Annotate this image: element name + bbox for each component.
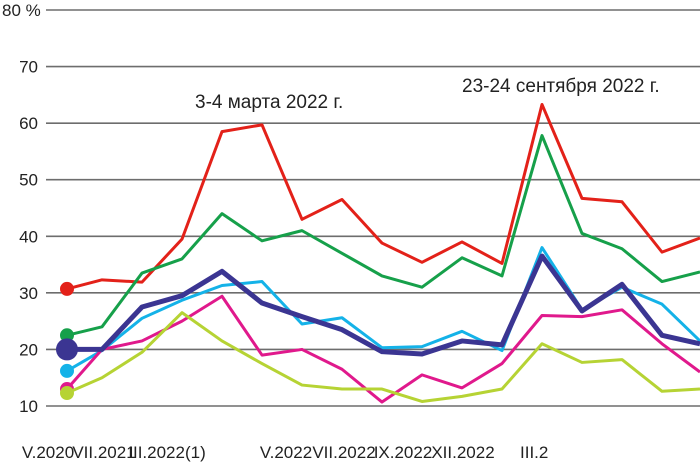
x-tick-label: V.2020 [22,443,74,462]
y-tick-label: 50 [19,171,38,190]
y-tick-label: 30 [19,284,38,303]
series-5 [56,253,700,361]
x-tick-label: V.2022 [260,443,312,462]
series-start-marker [56,338,78,361]
series-start-marker [60,363,74,378]
x-tick-label: XII.2022 [431,443,494,462]
series-line [67,253,700,357]
y-tick-label: 40 [19,227,38,246]
x-tick-label: III.2022(1) [128,443,206,462]
y-tick-label: 10 [19,397,38,416]
x-tick-label: IX.2022 [374,443,433,462]
series-start-marker [60,385,74,400]
series-line [66,134,700,337]
y-tick-label: 20 [19,340,38,359]
series-line [66,102,700,291]
series-4 [60,311,700,403]
series-0 [60,102,700,296]
y-axis-ticks: 10 20 30 40 50 60 70 80 % [2,1,41,416]
y-tick-label: 70 [19,58,38,77]
annotation-september-2022: 23-24 сентября 2022 г. [462,76,660,97]
series-start-marker [60,281,74,296]
annotation-march-2022: 3-4 марта 2022 г. [195,92,343,113]
series-start-marker [60,328,74,343]
series-lines [56,102,700,404]
series-line [66,311,700,403]
x-tick-label: VII.2021 [72,443,135,462]
y-tick-label: 80 % [2,1,41,20]
x-tick-label: VII.2022 [312,443,375,462]
y-tick-label: 60 [19,114,38,133]
gridlines [46,9,700,407]
series-1 [60,134,700,343]
x-tick-label: III.2 [520,443,548,462]
